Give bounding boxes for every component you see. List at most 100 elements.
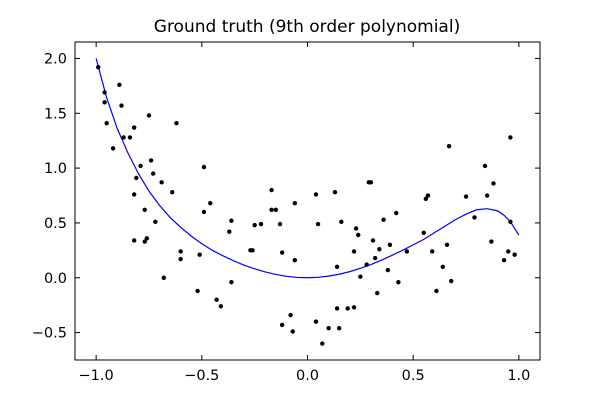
y-tick-label: 1.5 xyxy=(44,106,67,122)
data-point xyxy=(110,146,116,151)
y-tick-label: 2.0 xyxy=(44,51,67,67)
data-point xyxy=(159,180,164,185)
data-point xyxy=(387,242,393,248)
data-point xyxy=(446,143,452,149)
data-point xyxy=(119,103,124,108)
data-point xyxy=(332,190,338,195)
data-point xyxy=(161,275,166,280)
data-point xyxy=(482,163,488,169)
data-point xyxy=(512,252,517,257)
data-point xyxy=(201,209,207,215)
data-point xyxy=(218,304,224,309)
data-point xyxy=(353,226,359,231)
data-point xyxy=(273,207,278,212)
plot-frame xyxy=(74,41,541,361)
data-point xyxy=(434,288,439,294)
data-point xyxy=(423,196,429,202)
data-point xyxy=(131,192,137,197)
chart-title: Ground truth (9th order polynomial) xyxy=(154,17,460,37)
data-point xyxy=(214,297,219,302)
data-point xyxy=(320,341,325,346)
data-point xyxy=(508,135,513,140)
data-point xyxy=(134,175,139,181)
data-point xyxy=(394,210,399,216)
data-point xyxy=(313,319,319,324)
data-point xyxy=(229,218,234,223)
data-point xyxy=(370,238,376,243)
data-point xyxy=(117,82,122,87)
data-point xyxy=(315,221,321,227)
data-point xyxy=(491,181,496,186)
data-point xyxy=(508,219,513,225)
y-tick-label: 0.0 xyxy=(44,271,67,287)
data-point xyxy=(250,248,255,253)
data-point xyxy=(440,264,445,269)
data-point xyxy=(127,135,133,140)
x-tick-label: −1.0 xyxy=(79,368,114,384)
data-point xyxy=(506,249,511,254)
data-point xyxy=(269,187,274,193)
data-point xyxy=(178,249,183,254)
data-point xyxy=(131,238,137,243)
data-point xyxy=(146,113,152,118)
data-point xyxy=(375,290,380,296)
data-point xyxy=(144,236,150,241)
data-point xyxy=(258,221,264,227)
data-point xyxy=(313,192,319,197)
data-point xyxy=(484,193,490,198)
data-point xyxy=(356,232,361,238)
data-point xyxy=(269,207,274,212)
data-point xyxy=(148,158,154,163)
ground-truth-curve xyxy=(95,58,520,279)
data-point xyxy=(421,230,426,235)
x-tick-label: 1.0 xyxy=(507,368,530,384)
data-point xyxy=(277,221,283,227)
data-point xyxy=(472,215,477,220)
data-point xyxy=(292,258,298,263)
y-tick-label: 1.0 xyxy=(44,161,67,177)
data-point xyxy=(153,219,158,225)
data-point xyxy=(142,239,147,244)
data-point xyxy=(463,194,469,199)
data-point xyxy=(121,135,126,140)
data-point xyxy=(372,255,378,261)
data-point xyxy=(178,256,183,262)
axes-ticks: −1.0 −0.5 0.0 0.5 1.0 −0.5 0.0 0.5 1.0 1.5 2.0 xyxy=(32,42,540,384)
y-tick-label: −0.5 xyxy=(32,326,67,342)
data-point xyxy=(326,326,331,331)
data-point xyxy=(351,249,357,254)
data-point xyxy=(138,163,143,169)
data-point xyxy=(339,219,344,225)
data-point xyxy=(288,312,293,318)
data-point xyxy=(252,222,257,228)
data-point xyxy=(358,274,363,279)
data-point xyxy=(396,279,401,285)
x-tick-label: 0.5 xyxy=(402,368,425,384)
data-point xyxy=(142,207,147,212)
data-point xyxy=(444,242,450,248)
data-point xyxy=(229,279,234,285)
data-point xyxy=(385,267,391,273)
data-point xyxy=(197,252,202,257)
data-point xyxy=(201,164,207,170)
data-point xyxy=(430,249,435,254)
data-point xyxy=(195,288,200,294)
data-point xyxy=(170,190,175,195)
data-point xyxy=(489,239,494,244)
data-point xyxy=(368,180,374,185)
data-point xyxy=(337,326,342,331)
data-point xyxy=(102,90,107,95)
data-point xyxy=(290,329,295,334)
data-point xyxy=(334,306,340,311)
data-point xyxy=(227,229,232,234)
data-point xyxy=(425,193,431,198)
x-tick-label: −0.5 xyxy=(184,368,219,384)
plot-content xyxy=(95,58,520,346)
data-point xyxy=(292,200,298,206)
data-point xyxy=(334,264,340,269)
data-point xyxy=(279,322,285,328)
data-point xyxy=(104,120,109,126)
data-point xyxy=(102,100,107,105)
data-point xyxy=(131,125,137,130)
